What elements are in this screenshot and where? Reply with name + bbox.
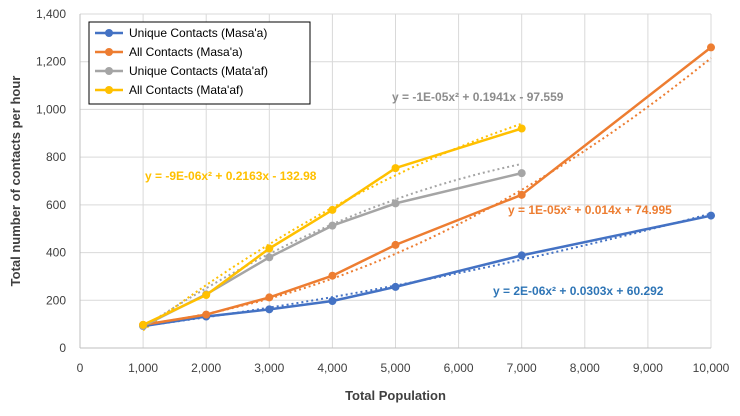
data-point — [328, 221, 337, 230]
data-point — [328, 271, 337, 280]
legend-box — [88, 21, 311, 105]
x-tick-label: 10,000 — [693, 361, 730, 375]
data-point — [202, 310, 211, 319]
data-point — [707, 211, 715, 220]
x-tick-label: 3,000 — [254, 361, 284, 375]
data-point — [265, 305, 274, 314]
data-point — [391, 164, 400, 173]
y-tick-label: 1,000 — [36, 102, 66, 116]
x-tick-label: 9,000 — [633, 361, 663, 375]
trend-equations: y = 2E-06x² + 0.0303x + 60.292 y = 1E-05x… — [145, 90, 672, 298]
x-tick-label: 5,000 — [380, 361, 410, 375]
x-tick-label: 7,000 — [507, 361, 537, 375]
y-tick-label: 800 — [46, 150, 66, 164]
data-point — [391, 199, 400, 208]
data-point — [265, 293, 274, 302]
series-line-4 — [142, 127, 523, 327]
data-point — [265, 253, 274, 262]
x-tick-label: 6,000 — [444, 361, 474, 375]
legend-swatch-marker — [105, 67, 113, 75]
y-tick-label: 600 — [46, 198, 66, 212]
data-point — [517, 251, 526, 260]
legend: Unique Contacts (Masa'a) All Contacts (Ma… — [88, 21, 311, 105]
data-point — [517, 169, 526, 178]
x-tick-label: 0 — [77, 361, 84, 375]
x-tick-label: 1,000 — [128, 361, 158, 375]
data-point — [139, 320, 148, 329]
legend-swatch-marker — [105, 29, 113, 37]
legend-entry: Unique Contacts (Masa'a) — [129, 26, 267, 40]
y-tick-label: 1,200 — [36, 55, 66, 69]
data-point — [391, 282, 400, 291]
data-point — [391, 240, 400, 249]
trend-equation-1: y = 2E-06x² + 0.0303x + 60.292 — [493, 284, 664, 298]
x-tick-label: 8,000 — [570, 361, 600, 375]
data-point — [707, 43, 715, 52]
legend-swatch-marker — [105, 86, 113, 94]
data-point — [517, 124, 526, 133]
data-point — [328, 205, 337, 214]
data-point — [202, 291, 211, 300]
y-axis-title: Total number of contacts per hour — [8, 76, 23, 287]
data-point — [328, 297, 337, 306]
trend-equation-4: y = -9E-06x² + 0.2163x - 132.98 — [145, 169, 317, 183]
legend-entry: All Contacts (Mata'af) — [129, 83, 243, 97]
data-point — [265, 244, 274, 253]
y-tick-label: 1,400 — [36, 7, 66, 21]
legend-swatch-marker — [105, 48, 113, 56]
data-point — [517, 190, 526, 199]
y-tick-label: 0 — [59, 341, 66, 355]
legend-entry: All Contacts (Masa'a) — [129, 45, 243, 59]
x-tick-label: 4,000 — [317, 361, 347, 375]
y-tick-label: 200 — [46, 293, 66, 307]
data-series — [139, 43, 715, 331]
legend-entry: Unique Contacts (Mata'af) — [129, 64, 268, 78]
y-tick-label: 400 — [46, 246, 66, 260]
trend-equation-2: y = 1E-05x² + 0.014x + 74.995 — [508, 203, 672, 217]
trend-equation-3: y = -1E-05x² + 0.1941x - 97.559 — [392, 90, 564, 104]
x-tick-label: 2,000 — [191, 361, 221, 375]
axes: 0 1,000 2,000 3,000 4,000 5,000 6,000 7,000 8,00… — [36, 7, 730, 375]
x-axis-title: Total Population — [345, 388, 446, 403]
